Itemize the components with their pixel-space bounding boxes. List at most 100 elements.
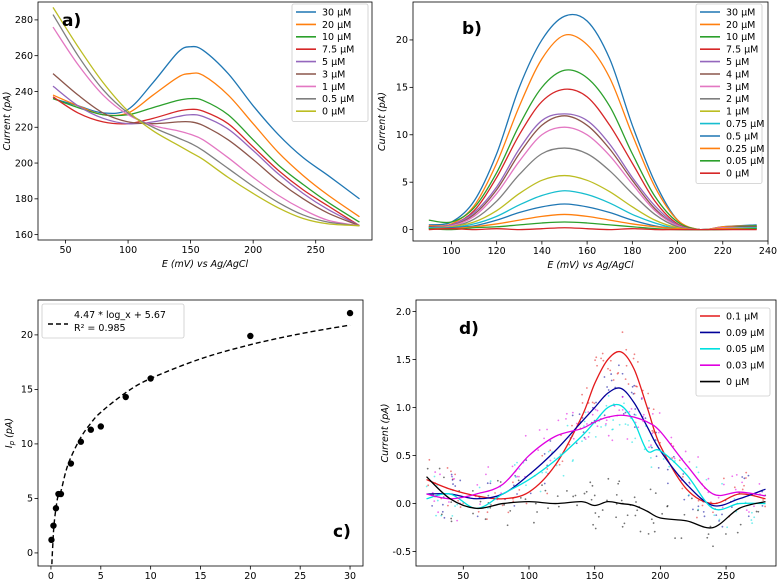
noise-dot bbox=[450, 473, 453, 476]
noise-dot bbox=[594, 436, 597, 438]
noise-dot bbox=[643, 448, 646, 451]
noise-dot bbox=[609, 359, 612, 362]
noise-dot bbox=[632, 392, 635, 395]
noise-dot bbox=[681, 487, 684, 490]
noise-dot bbox=[684, 467, 687, 470]
noise-dot bbox=[613, 405, 616, 407]
noise-dot bbox=[617, 482, 620, 485]
noise-dot bbox=[489, 506, 492, 509]
y-axis-label-unit: (pA) bbox=[4, 418, 15, 441]
noise-dot bbox=[592, 523, 595, 526]
noise-dot bbox=[431, 505, 434, 507]
panel-tag: a) bbox=[62, 11, 81, 31]
y-tick-label: 5 bbox=[27, 494, 33, 505]
noise-dot bbox=[557, 505, 560, 508]
x-tick-label: 5 bbox=[98, 571, 104, 581]
legend-frame bbox=[695, 307, 771, 397]
noise-dot bbox=[524, 434, 527, 437]
noise-dot bbox=[581, 402, 584, 404]
x-tick-label: 140 bbox=[533, 246, 551, 257]
y-tick-label: 10 bbox=[396, 130, 408, 141]
noise-dot bbox=[623, 522, 626, 525]
noise-dot bbox=[717, 496, 720, 499]
noise-dot bbox=[440, 513, 443, 516]
noise-dot bbox=[529, 492, 532, 495]
noise-dot bbox=[666, 468, 669, 471]
data-point bbox=[97, 423, 105, 430]
noise-dot bbox=[671, 457, 674, 459]
noise-dot bbox=[459, 506, 462, 508]
noise-dot bbox=[642, 413, 645, 416]
series-line bbox=[426, 476, 766, 529]
noise-dot bbox=[543, 453, 546, 455]
noise-dot bbox=[634, 408, 637, 410]
noise-dot bbox=[450, 520, 453, 523]
data-point bbox=[50, 522, 57, 529]
noise-dot bbox=[513, 505, 516, 507]
noise-dot bbox=[650, 518, 653, 521]
x-tick-label: 100 bbox=[520, 571, 538, 581]
noise-dot bbox=[471, 490, 474, 492]
series-line bbox=[52, 45, 360, 200]
noise-dot bbox=[753, 505, 755, 508]
series-line bbox=[426, 387, 766, 507]
data-point bbox=[247, 332, 254, 340]
noise-dot bbox=[518, 488, 521, 491]
noise-dot bbox=[593, 402, 596, 405]
noise-dot bbox=[556, 495, 559, 498]
noise-dot bbox=[688, 461, 691, 463]
noise-dot bbox=[441, 503, 444, 506]
noise-dot bbox=[547, 507, 549, 510]
noise-dot bbox=[612, 379, 615, 381]
noise-dot bbox=[755, 510, 758, 513]
noise-dot bbox=[603, 376, 606, 378]
noise-dot bbox=[625, 348, 628, 351]
noise-dot bbox=[478, 486, 481, 489]
noise-dot bbox=[591, 413, 594, 416]
noise-dot bbox=[452, 483, 454, 485]
noise-dot bbox=[647, 392, 650, 395]
noise-dot bbox=[678, 459, 681, 462]
noise-dot bbox=[436, 499, 439, 502]
y-tick-label: 20 bbox=[21, 330, 33, 341]
noise-dot bbox=[639, 530, 642, 533]
x-tick-label: 250 bbox=[717, 571, 735, 581]
noise-dot bbox=[507, 511, 510, 514]
y-tick-label: 20 bbox=[396, 35, 408, 46]
noise-dot bbox=[631, 385, 634, 388]
noise-dot bbox=[623, 402, 625, 405]
x-tick-label: 100 bbox=[442, 246, 460, 257]
y-axis-label: Current (pA) bbox=[377, 92, 388, 151]
noise-dot bbox=[543, 482, 546, 485]
noise-dot bbox=[541, 471, 544, 474]
noise-dot bbox=[544, 489, 547, 492]
panel-c: 05101520253005101520Concentration (μM)Ip… bbox=[4, 299, 364, 581]
noise-dot bbox=[479, 503, 481, 506]
panel-a: 50 100 150 200 250 160 180 200 220 240 260 280 E (mV… bbox=[2, 1, 373, 270]
x-axis-label: E (mV) vs Ag/AgCl bbox=[162, 259, 249, 270]
legend-label: 7.5 μM bbox=[726, 45, 758, 56]
noise-dot bbox=[633, 413, 636, 416]
noise-dot bbox=[722, 477, 725, 480]
legend-label: 0.5 μM bbox=[726, 131, 758, 142]
x-tick-label: 200 bbox=[668, 246, 686, 257]
noise-dot bbox=[571, 424, 573, 427]
noise-dot bbox=[706, 536, 709, 539]
noise-dot bbox=[433, 475, 436, 478]
noise-dot bbox=[434, 471, 437, 473]
noise-dot bbox=[606, 386, 608, 388]
noise-dot bbox=[539, 490, 542, 493]
noise-dot bbox=[561, 460, 564, 463]
noise-dot bbox=[748, 511, 750, 513]
legend-label: 3 μM bbox=[726, 82, 749, 93]
x-tick-label: 50 bbox=[457, 571, 469, 581]
noise-dot bbox=[587, 411, 590, 413]
noise-dot bbox=[701, 504, 704, 507]
data-point bbox=[77, 438, 85, 445]
noise-dot bbox=[600, 426, 602, 428]
x-tick-label: 220 bbox=[714, 246, 732, 257]
noise-dot bbox=[617, 364, 620, 367]
y-axis-label: Current (pA) bbox=[380, 403, 391, 462]
noise-dot bbox=[649, 445, 652, 448]
noise-dot bbox=[624, 411, 627, 414]
